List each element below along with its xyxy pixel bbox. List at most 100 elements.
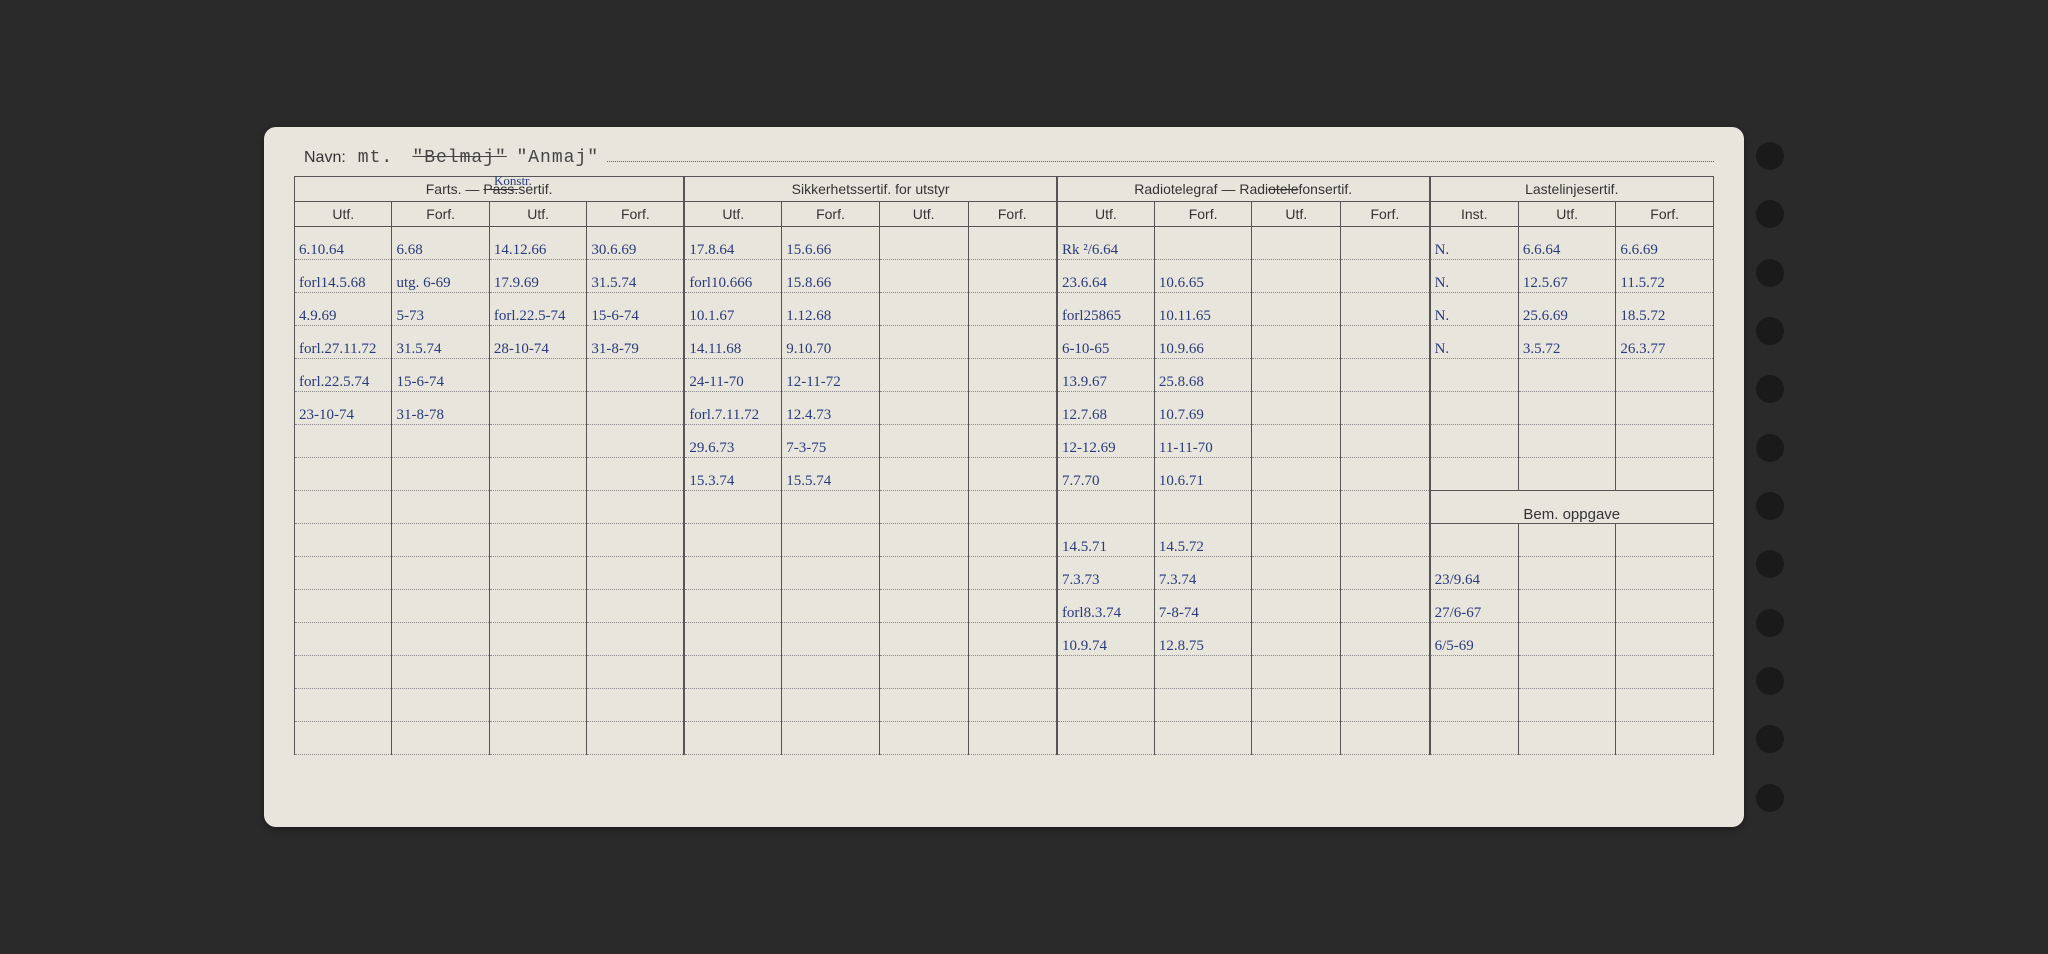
table-cell [879,227,968,260]
table-cell [782,623,879,656]
bem-oppgave-row: Bem. oppgave [295,491,1714,524]
table-cell: 23/9.64 [1430,557,1519,590]
table-cell: 6-10-65 [1057,326,1154,359]
table-cell [968,623,1057,656]
table-cell [879,425,968,458]
table-cell [1430,656,1519,689]
table-cell [879,590,968,623]
certificate-table: Farts. — Pass.sertif. Sikkerhetssertif. … [294,176,1714,755]
table-cell [879,458,968,491]
col-h: Utf. [879,202,968,227]
table-cell [1057,689,1154,722]
table-cell [587,425,684,458]
table-cell [392,722,489,755]
table-cell: 28-10-74 [489,326,586,359]
table-cell [587,689,684,722]
col-h: Utf. [684,202,781,227]
table-cell [295,623,392,656]
table-cell: 12.7.68 [1057,392,1154,425]
table-cell [587,557,684,590]
table-cell [968,326,1057,359]
table-cell: 6.68 [392,227,489,260]
table-cell [489,557,586,590]
table-cell: 31-8-78 [392,392,489,425]
table-row: forl8.3.747-8-7427/6-67 [295,590,1714,623]
table-cell: 17.9.69 [489,260,586,293]
header-line: Navn: mt. "Belmaj" "Anmaj" [294,147,1714,168]
table-cell: 29.6.73 [684,425,781,458]
col-h: Utf. [489,202,586,227]
table-cell [782,656,879,689]
table-cell: 3.5.72 [1518,326,1615,359]
table-cell [587,524,684,557]
table-cell [1518,590,1615,623]
table-cell [1252,557,1341,590]
table-row: forl.27.11.7231.5.7428-10-7431-8-7914.11… [295,326,1714,359]
table-cell [1616,590,1714,623]
table-cell [879,359,968,392]
table-cell [1341,425,1430,458]
dotted-fill [607,147,1714,162]
table-cell [587,491,684,524]
table-cell [1430,689,1519,722]
table-cell: 12.8.75 [1154,623,1251,656]
col-h: Utf. [1518,202,1615,227]
table-cell: 12.4.73 [782,392,879,425]
table-cell [1252,392,1341,425]
table-cell: 6.6.69 [1616,227,1714,260]
table-cell [587,590,684,623]
hole-icon [1756,375,1784,403]
table-cell [1252,260,1341,293]
table-cell [1341,458,1430,491]
table-cell: 18.5.72 [1616,293,1714,326]
table-cell: 15.3.74 [684,458,781,491]
table-cell [1252,425,1341,458]
hole-icon [1756,142,1784,170]
table-cell [295,425,392,458]
table-cell: 11.5.72 [1616,260,1714,293]
hole-icon [1756,725,1784,753]
navn-old: "Belmaj" [412,148,506,168]
table-cell [392,458,489,491]
table-row [295,722,1714,755]
table-row [295,656,1714,689]
table-row: forl.22.5.7415-6-7424-11-7012-11-7213.9.… [295,359,1714,392]
table-cell [1341,359,1430,392]
table-cell [1341,260,1430,293]
table-cell [1341,392,1430,425]
table-cell [1430,458,1519,491]
table-cell [1616,557,1714,590]
table-cell [392,557,489,590]
table-row: 23-10-7431-8-78forl.7.11.7212.4.7312.7.6… [295,392,1714,425]
table-cell: forl.22.5.74 [295,359,392,392]
table-cell [489,458,586,491]
table-row: 29.6.737-3-7512-12.6911-11-70 [295,425,1714,458]
table-cell [1518,359,1615,392]
table-cell: 7.3.74 [1154,557,1251,590]
table-cell [1616,359,1714,392]
table-cell [1518,524,1615,557]
col-h: Forf. [1616,202,1714,227]
table-cell: 25.8.68 [1154,359,1251,392]
document-card-wrapper: Navn: mt. "Belmaj" "Anmaj" Konstr. Farts… [264,127,1784,827]
table-cell [1518,656,1615,689]
table-cell [587,458,684,491]
table-cell [968,458,1057,491]
table-cell [782,557,879,590]
table-cell [1430,359,1519,392]
table-cell: 6/5-69 [1430,623,1519,656]
table-cell: 14.5.71 [1057,524,1154,557]
table-cell [1616,722,1714,755]
table-cell [587,656,684,689]
table-cell: 6.6.64 [1518,227,1615,260]
table-cell: 6.10.64 [295,227,392,260]
table-cell [968,590,1057,623]
table-cell [1252,590,1341,623]
table-cell [489,623,586,656]
bem-oppgave-label: Bem. oppgave [1430,491,1714,524]
navn-label: Navn: [304,149,346,167]
table-cell [295,722,392,755]
table-cell [968,392,1057,425]
table-cell [1252,524,1341,557]
index-card: Navn: mt. "Belmaj" "Anmaj" Konstr. Farts… [264,127,1744,827]
